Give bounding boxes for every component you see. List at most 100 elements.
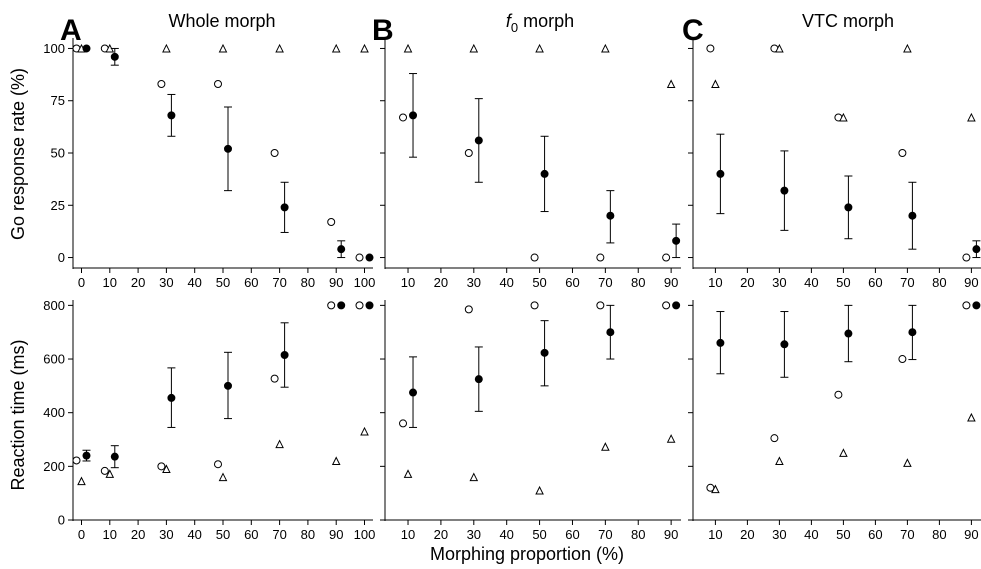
x-tick-label: 70 [900,527,914,542]
y-tick-label: 50 [51,146,65,161]
open-circle-point [270,374,279,383]
x-tick-label: 20 [740,275,754,290]
mean-point [409,388,418,397]
y-tick-label: 600 [43,352,65,367]
x-tick-label: 50 [836,527,850,542]
x-tick-label: 30 [467,275,481,290]
data-marks [72,43,374,262]
open-circle-point [530,301,539,310]
panel-a-reaction-time: 0 200 400 600 800 0 10 20 30 40 50 60 70 80 90 100 [43,298,375,542]
open-circle-point [355,301,364,310]
open-triangle-point [360,426,369,436]
x-tick-label: 40 [187,527,201,542]
mean-point [908,328,917,337]
x-tick-label: 60 [868,275,882,290]
open-triangle-point [666,434,676,443]
open-circle-point [464,149,473,157]
x-tick-label: 90 [964,527,978,542]
open-triangle-point [535,485,544,495]
open-triangle-point [967,412,976,422]
mean-point [337,245,346,254]
x-tick-label: 50 [216,275,230,290]
x-tick-label: 90 [329,527,343,542]
x-tick-label: 10 [103,527,117,542]
mean-point [167,393,176,402]
open-circle-point [100,466,109,475]
x-tick-label: 60 [244,275,258,290]
open-triangle-point [775,43,784,53]
x-tick-label: 0 [78,275,85,290]
x-tick-label: 30 [159,275,173,290]
data-marks [399,301,681,495]
mean-point [474,136,483,145]
x-tick-label: 50 [836,275,850,290]
open-circle-point [898,149,907,157]
x-tick-label: 0 [78,527,85,542]
panel-letter-a: A [60,14,82,47]
open-circle-point [662,301,671,310]
mean-point [365,301,374,310]
mean-point [280,203,289,212]
open-triangle-point [360,43,369,53]
open-triangle-point [162,464,171,474]
open-circle-point [962,301,971,310]
open-circle-point [898,355,907,364]
open-circle-point [464,305,473,314]
open-circle-point [596,301,605,310]
x-tick-label: 10 [708,275,722,290]
x-tick-label: 100 [354,275,376,290]
open-circle-point [596,253,605,262]
open-triangle-point [601,43,610,53]
mean-point [716,169,725,178]
open-circle-point [662,253,671,262]
x-tick-label: 80 [932,527,946,542]
open-triangle-point [105,469,115,478]
y-tick-label: 100 [43,41,65,56]
x-tick-label: 10 [401,275,415,290]
open-circle-point [327,301,336,310]
data-marks [706,301,981,494]
open-triangle-point [275,43,284,53]
mean-point [110,52,119,61]
y-axis-label-go-rate: Go response rate (%) [8,68,28,240]
open-circle-point [157,80,166,88]
mean-point [224,381,232,390]
mean-point [780,186,789,195]
open-triangle-point [535,43,544,53]
x-tick-label: 90 [664,527,678,542]
open-triangle-point [711,79,720,88]
data-marks [72,301,374,486]
mean-point [908,211,917,220]
x-tick-label: 80 [301,275,315,290]
x-tick-label: 90 [329,275,343,290]
open-circle-point [157,462,166,471]
open-circle-point [270,149,279,157]
open-triangle-point [403,469,413,478]
mean-point [474,375,483,384]
open-triangle-point [403,43,413,53]
mean-point [606,211,615,220]
mean-point [337,301,346,310]
open-circle-point [72,456,81,465]
mean-point [82,451,91,460]
open-triangle-point [666,79,676,88]
open-triangle-point [162,43,171,53]
x-tick-label: 30 [467,527,481,542]
panel-title-a: Whole morph [168,11,275,31]
x-tick-label: 20 [434,527,448,542]
x-tick-label: 40 [187,275,201,290]
x-tick-label: 40 [804,527,818,542]
mean-point [540,348,549,357]
x-tick-label: 40 [499,527,513,542]
panel-title-c: VTC morph [802,11,894,31]
open-triangle-point [331,456,341,465]
open-circle-point [214,80,222,88]
y-tick-label: 800 [43,298,65,313]
x-tick-label: 40 [804,275,818,290]
y-tick-label: 0 [58,250,65,265]
x-tick-label: 20 [131,275,145,290]
data-marks [706,43,981,262]
x-tick-label: 20 [131,527,145,542]
y-tick-label: 200 [43,459,65,474]
